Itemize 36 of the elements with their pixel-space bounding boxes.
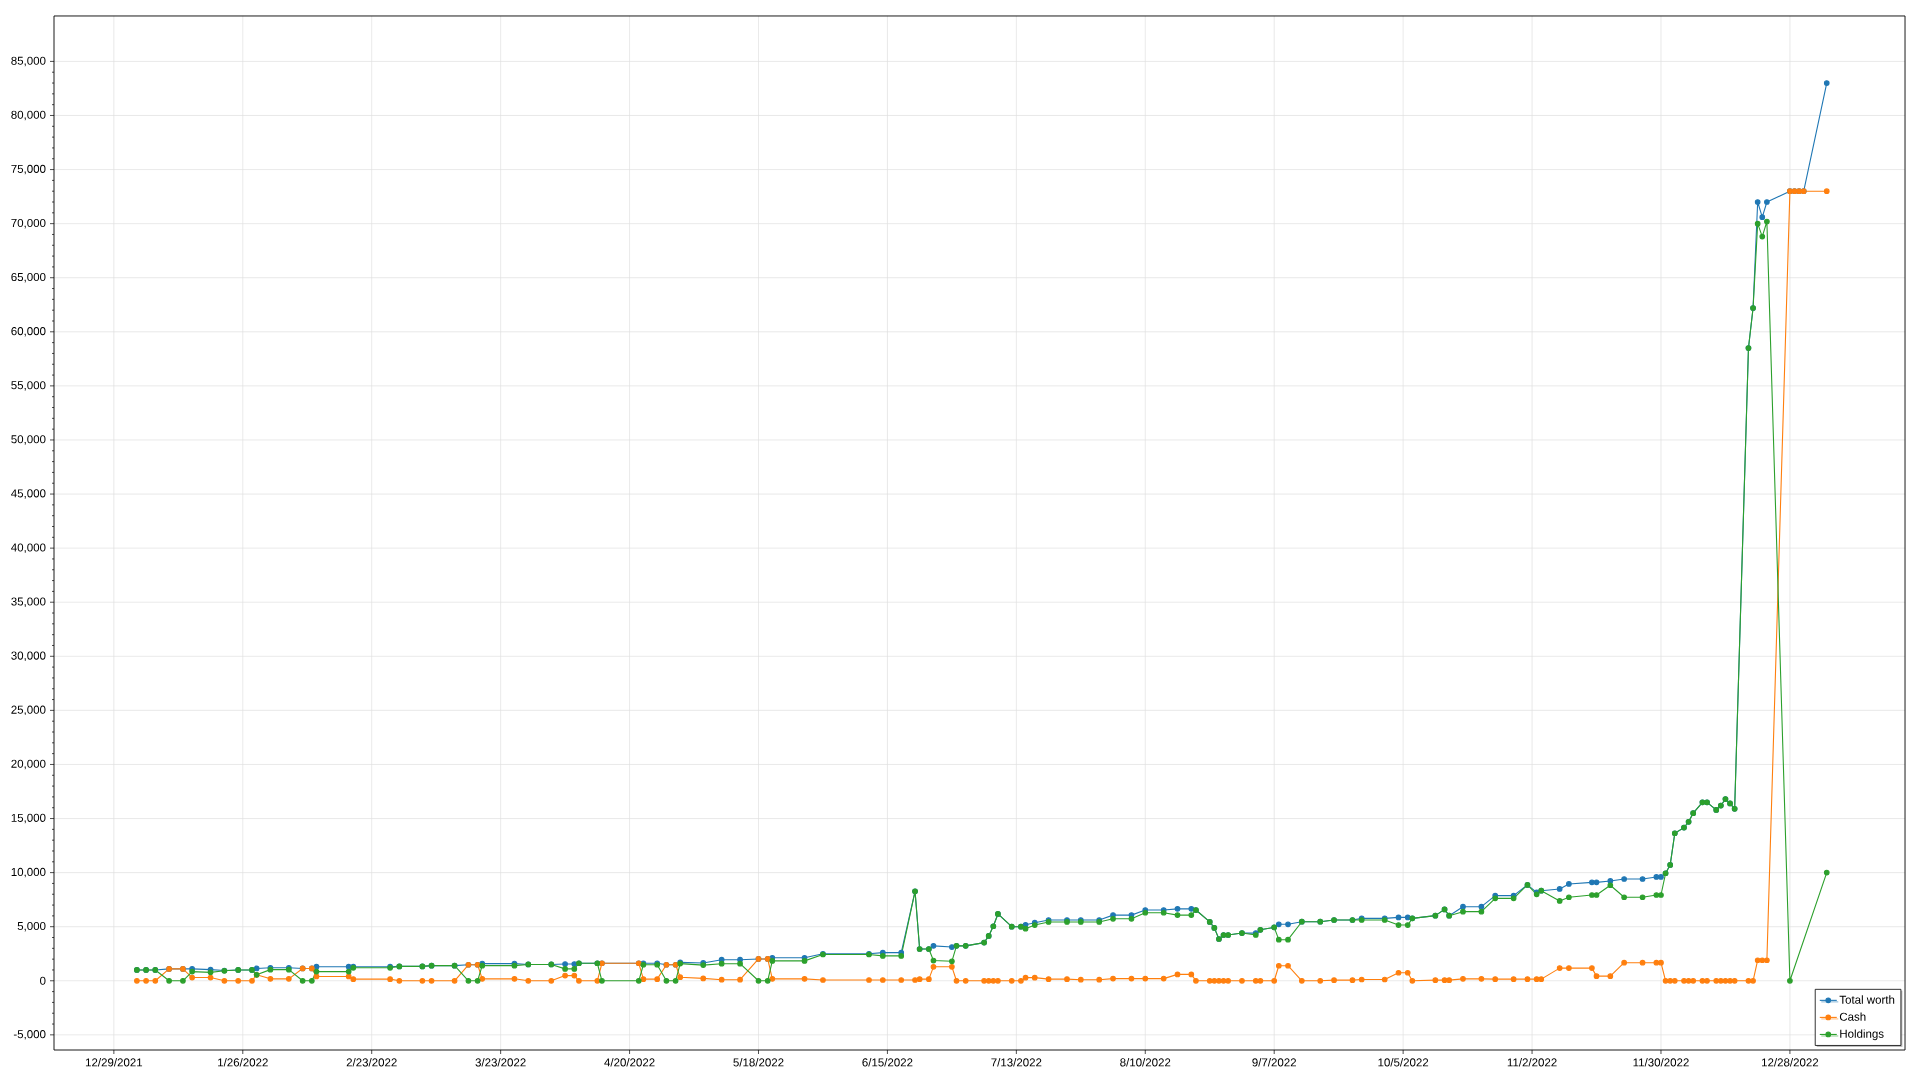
y-tick-label: 10,000 — [11, 867, 46, 878]
y-tick-label: -5,000 — [13, 1030, 46, 1040]
y-tick-label: 45,000 — [11, 489, 46, 499]
x-tick-label: 11/2/2022 — [1507, 1058, 1557, 1067]
legend-label: Cash — [1839, 1012, 1866, 1021]
x-tick-label: 6/15/2022 — [862, 1058, 913, 1067]
y-tick-label: 40,000 — [11, 543, 46, 553]
y-tick-label: 50,000 — [11, 435, 46, 445]
x-tick-label: 7/13/2022 — [991, 1058, 1042, 1067]
y-tick-label: 25,000 — [11, 705, 46, 716]
y-tick-label: 60,000 — [11, 327, 46, 337]
legend-label: Holdings — [1840, 1029, 1884, 1041]
y-tick-label: 65,000 — [11, 272, 46, 283]
x-tick-label: 4/20/2022 — [604, 1058, 655, 1067]
legend-label: Total worth — [1839, 995, 1895, 1004]
y-tick-label: 30,000 — [11, 651, 46, 662]
y-tick-label: 5,000 — [17, 921, 46, 932]
x-tick-label: 2/23/2022 — [346, 1058, 397, 1067]
y-tick-label: 70,000 — [11, 218, 46, 229]
x-tick-label: 5/18/2022 — [733, 1058, 784, 1067]
x-tick-label: 10/5/2022 — [1378, 1058, 1429, 1067]
y-tick-label: 80,000 — [11, 110, 46, 121]
y-tick-label: 55,000 — [11, 381, 46, 391]
y-tick-label: 35,000 — [11, 597, 46, 607]
x-tick-label: 9/7/2022 — [1252, 1058, 1296, 1067]
x-tick-label: 11/30/2022 — [1633, 1058, 1689, 1067]
y-tick-label: 85,000 — [11, 56, 46, 67]
x-tick-label: 3/23/2022 — [475, 1058, 526, 1067]
x-tick-label: 8/10/2022 — [1120, 1058, 1171, 1067]
x-tick-label: 12/28/2022 — [1762, 1058, 1819, 1067]
x-tick-label: 12/29/2021 — [85, 1058, 143, 1067]
y-tick-label: 0 — [40, 976, 46, 985]
y-tick-label: 75,000 — [11, 164, 46, 175]
y-tick-label: 20,000 — [11, 759, 46, 770]
x-tick-label: 1/26/2022 — [218, 1058, 268, 1067]
y-tick-label: 15,000 — [11, 813, 46, 824]
